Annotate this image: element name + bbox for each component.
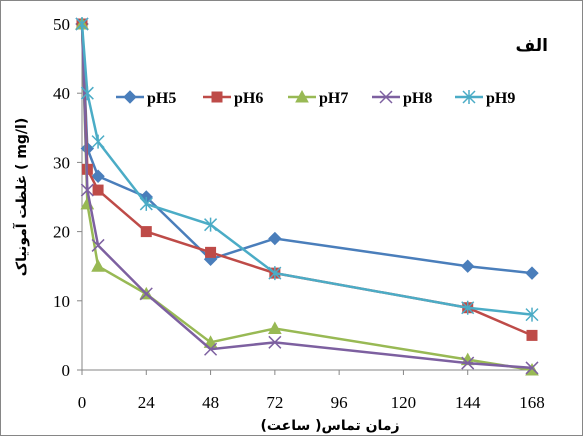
data-point-ph9 — [268, 266, 282, 281]
data-point-ph7 — [203, 335, 218, 348]
data-point-ph5 — [91, 169, 105, 183]
x-tick-label: 168 — [519, 393, 545, 412]
data-point-ph8 — [204, 342, 218, 356]
series-line-ph9 — [80, 23, 533, 316]
x-tick-label: 144 — [455, 393, 481, 412]
y-axis-title: غلظت آمونیاک ( mg/l) — [12, 118, 30, 277]
series-ph8 — [75, 17, 539, 375]
x-tick-label: 96 — [331, 393, 348, 412]
legend-marker-ph9 — [462, 90, 476, 104]
legend-label-ph9: pH9 — [486, 90, 515, 107]
axes: 0 10 20 30 40 50 0 24 48 72 96 120 144 168 — [53, 15, 545, 412]
data-point-ph8 — [525, 361, 539, 375]
data-point-ph8 — [80, 183, 94, 197]
data-point-ph6 — [205, 246, 217, 258]
data-point-ph7 — [525, 362, 539, 376]
data-point-ph5 — [461, 259, 475, 273]
legend-marker-ph5 — [123, 90, 137, 104]
y-tick-label: 0 — [62, 361, 71, 380]
data-point-ph9 — [461, 300, 475, 315]
x-axis-title: زمان تماس( ساعت) — [260, 418, 399, 434]
x-tick-label: 48 — [202, 393, 219, 412]
x-tick-label: 120 — [391, 393, 417, 412]
data-point-ph8 — [91, 238, 105, 252]
y-tick-label: 30 — [53, 153, 70, 172]
series-ph9 — [75, 17, 539, 322]
data-point-ph9 — [139, 196, 153, 211]
data-point-ph6 — [92, 184, 104, 196]
data-point-ph7 — [268, 321, 282, 334]
legend-marker-ph6 — [211, 91, 223, 103]
legend-label-ph6: pH6 — [234, 90, 263, 107]
x-tick-label: 24 — [138, 393, 156, 412]
legend: pH5 pH6 pH7 pH8 pH9 — [116, 89, 515, 107]
data-point-ph8 — [139, 287, 153, 301]
data-point-ph9 — [75, 17, 89, 31]
data-point-ph9 — [525, 307, 539, 322]
legend-marker-ph8 — [379, 90, 393, 104]
data-point-ph9 — [91, 134, 105, 149]
x-tick-label: 0 — [78, 393, 87, 412]
legend-label-ph5: pH5 — [147, 90, 176, 107]
data-point-ph9 — [204, 217, 218, 232]
data-point-ph8 — [461, 356, 475, 370]
y-tick-label: 20 — [53, 223, 70, 242]
series-line-ph7 — [80, 23, 533, 372]
legend-label-ph7: pH7 — [319, 90, 348, 107]
y-tick-label: 10 — [53, 292, 70, 311]
data-point-ph6 — [140, 226, 152, 238]
data-point-ph5 — [268, 231, 282, 246]
legend-marker-ph7 — [295, 89, 309, 103]
y-tick-label: 50 — [53, 15, 70, 34]
y-tick-label: 40 — [53, 84, 70, 103]
data-point-ph6 — [526, 329, 538, 341]
legend-label-ph8: pH8 — [403, 90, 432, 107]
x-tick-label: 72 — [266, 393, 283, 412]
data-point-ph8 — [268, 335, 282, 349]
data-point-ph9 — [80, 86, 94, 101]
data-point-ph5 — [525, 266, 539, 280]
series-line-ph8 — [80, 23, 533, 370]
data-point-ph7 — [91, 259, 105, 272]
series-layer — [75, 16, 539, 376]
panel-label: الف — [516, 36, 548, 56]
